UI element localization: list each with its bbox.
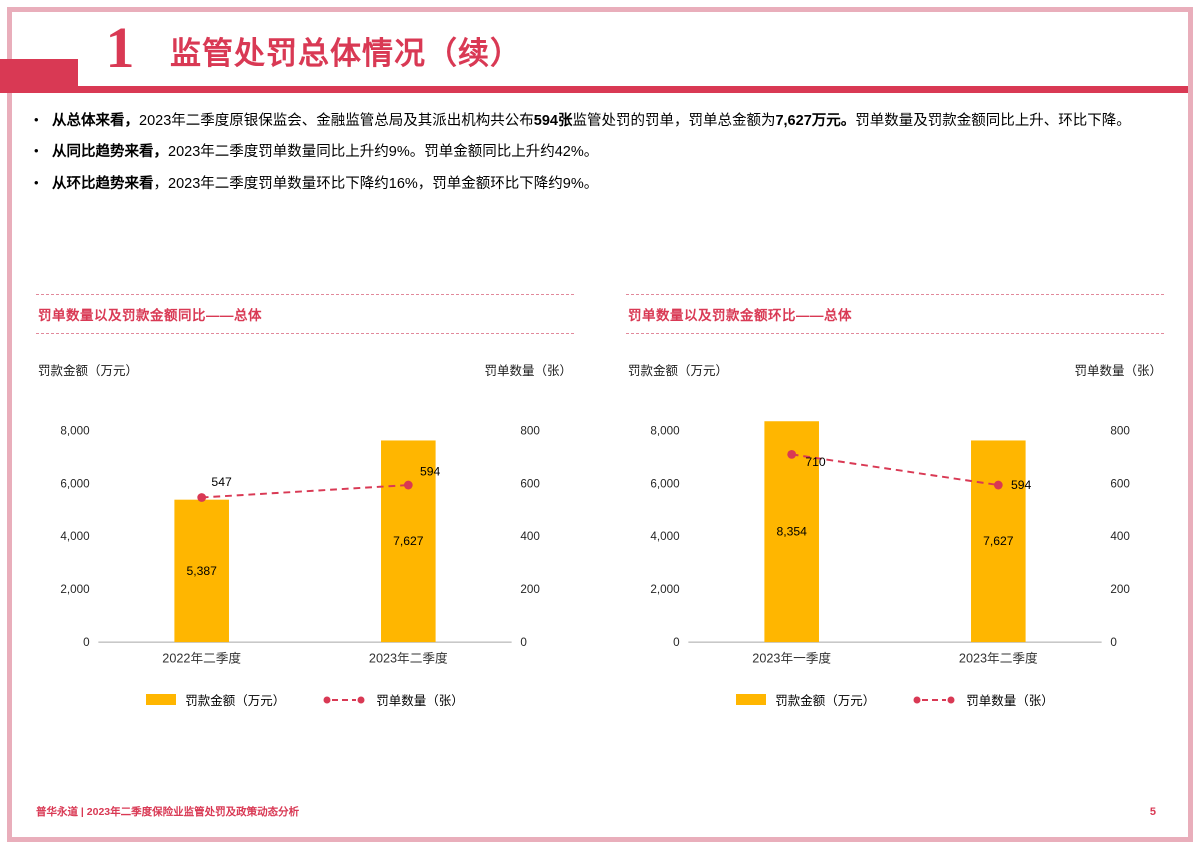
- bar: [174, 499, 229, 643]
- right-tick-label: 200: [520, 583, 540, 596]
- line-legend-label: 罚单数量（张）: [966, 694, 1054, 708]
- left-axis-label: 罚款金额（万元）: [628, 364, 729, 378]
- bar-legend-label: 罚款金额（万元）: [775, 694, 876, 708]
- bar: [971, 440, 1026, 643]
- left-tick-label: 2,000: [650, 583, 680, 596]
- line-point: [197, 493, 207, 502]
- bar-value-label: 7,627: [393, 534, 424, 548]
- line-point-label: 547: [211, 475, 232, 489]
- chart-legend: 罚款金额（万元） 罚单数量（张）: [36, 690, 574, 709]
- right-tick-label: 0: [1110, 636, 1117, 649]
- left-tick-label: 0: [673, 636, 680, 649]
- chart-title-qoq: 罚单数量以及罚款金额环比——总体: [626, 294, 1164, 334]
- header-rule: [78, 86, 1188, 93]
- category-label: 2023年一季度: [752, 651, 831, 666]
- page-title: 监管处罚总体情况（续）: [170, 36, 522, 71]
- bar-value-label: 7,627: [983, 534, 1014, 548]
- right-axis-label: 罚单数量（张）: [484, 364, 572, 378]
- summary-bullets: 从总体来看，2023年二季度原银保监会、金融监管总局及其派出机构共公布594张监…: [30, 110, 1162, 204]
- right-tick-label: 800: [520, 424, 540, 437]
- left-tick-label: 6,000: [60, 477, 90, 490]
- line-legend-symbol: [323, 696, 365, 703]
- right-tick-label: 800: [1110, 424, 1130, 437]
- footer: 普华永道 | 2023年二季度保险业监管处罚及政策动态分析 5: [36, 804, 1156, 819]
- bar-legend-swatch: [736, 694, 767, 705]
- line-series: [201, 484, 409, 499]
- left-tick-label: 4,000: [60, 530, 90, 543]
- axis-labels: 罚款金额（万元） 罚单数量（张）: [626, 360, 1164, 379]
- footer-text: 普华永道 | 2023年二季度保险业监管处罚及政策动态分析: [36, 806, 300, 818]
- left-tick-label: 0: [83, 636, 90, 649]
- category-label: 2022年二季度: [162, 651, 241, 666]
- left-axis-label: 罚款金额（万元）: [38, 364, 139, 378]
- page-number: 5: [1149, 806, 1156, 818]
- chart-title-yoy: 罚单数量以及罚款金额同比——总体: [36, 294, 574, 334]
- chart-panel-yoy: 罚单数量以及罚款金额同比——总体 罚款金额（万元） 罚单数量（张） 8,000 8…: [36, 294, 574, 709]
- right-tick-label: 400: [520, 530, 540, 543]
- left-tick-label: 8,000: [60, 424, 90, 437]
- combo-chart-yoy: 8,000 800 6,000 600 4,000 400 2,000 200 0 0 2022年二…: [60, 424, 540, 666]
- line-point-label: 710: [805, 455, 826, 469]
- category-label: 2023年二季度: [959, 651, 1038, 666]
- line-point-label: 594: [1011, 478, 1032, 492]
- line-legend-label: 罚单数量（张）: [376, 694, 464, 708]
- line-point: [993, 480, 1003, 490]
- bullet-item: 从环比趋势来看，2023年二季度罚单数量环比下降约16%，罚单金额环比下降约9%…: [30, 173, 1162, 195]
- bar-value-label: 5,387: [186, 564, 217, 578]
- bullet-item: 从总体来看，2023年二季度原银保监会、金融监管总局及其派出机构共公布594张监…: [30, 110, 1162, 132]
- right-tick-label: 200: [1110, 583, 1130, 596]
- left-tick-label: 4,000: [650, 530, 680, 543]
- right-tick-label: 0: [520, 636, 527, 649]
- left-tick-label: 2,000: [60, 583, 90, 596]
- left-tick-label: 6,000: [650, 477, 680, 490]
- bar-value-label: 8,354: [776, 525, 807, 539]
- axis-labels: 罚款金额（万元） 罚单数量（张）: [36, 360, 574, 379]
- line-legend-symbol: [913, 696, 955, 703]
- left-tick-label: 8,000: [650, 424, 680, 437]
- bar-legend-label: 罚款金额（万元）: [185, 694, 286, 708]
- combo-chart-qoq: 8,000 800 6,000 600 4,000 400 2,000 200 0 0 2023年一…: [650, 421, 1130, 666]
- line-point: [787, 450, 797, 459]
- bullet-item: 从同比趋势来看，2023年二季度罚单数量同比上升约9%。罚单金额同比上升约42%…: [30, 141, 1162, 163]
- right-tick-label: 600: [520, 477, 540, 490]
- chart-panel-qoq: 罚单数量以及罚款金额环比——总体 罚款金额（万元） 罚单数量（张） 8,000 8…: [626, 294, 1164, 709]
- line-point: [403, 480, 413, 490]
- header-accent-bar: [0, 59, 78, 93]
- category-label: 2023年二季度: [369, 651, 448, 666]
- bar: [381, 440, 436, 643]
- charts-row: 罚单数量以及罚款金额同比——总体 罚款金额（万元） 罚单数量（张） 8,000 8…: [36, 294, 1164, 709]
- right-axis-label: 罚单数量（张）: [1074, 364, 1162, 378]
- right-tick-label: 600: [1110, 477, 1130, 490]
- line-point-label: 594: [420, 464, 441, 478]
- chart-legend: 罚款金额（万元） 罚单数量（张）: [626, 690, 1164, 709]
- section-number: 1: [105, 15, 135, 80]
- right-tick-label: 400: [1110, 530, 1130, 543]
- bar-legend-swatch: [146, 694, 177, 705]
